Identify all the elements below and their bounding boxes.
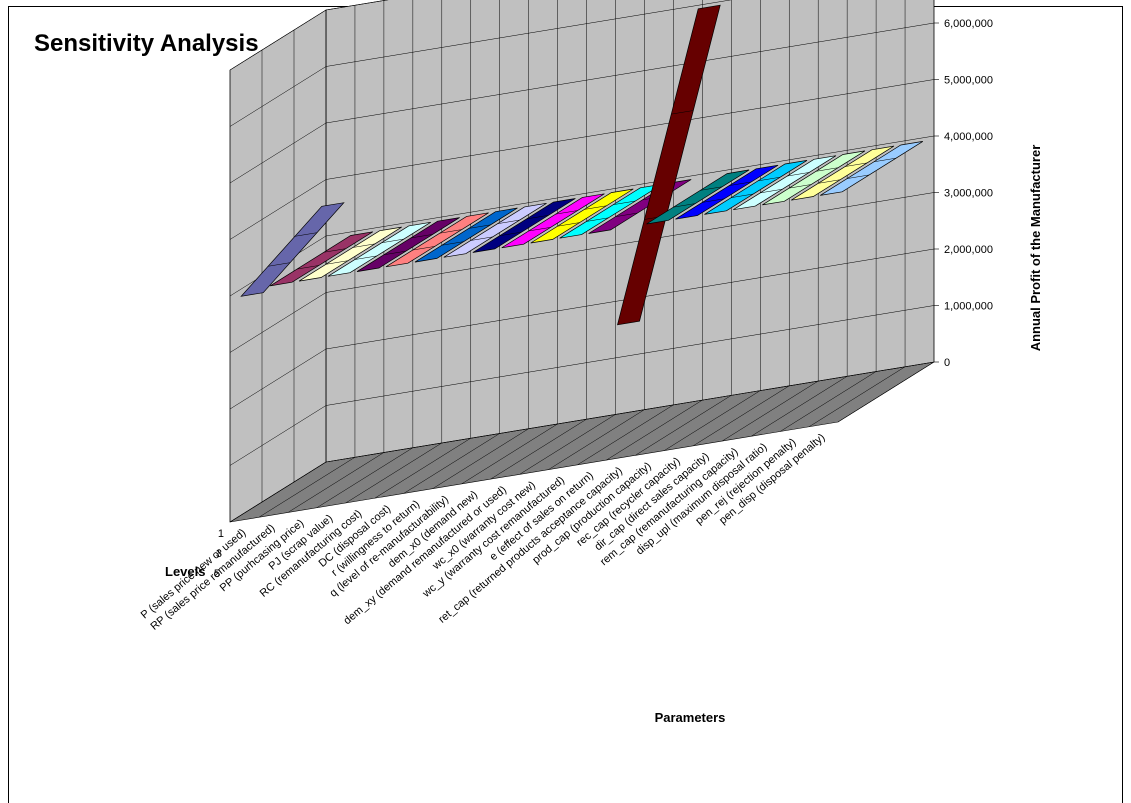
ribbon-level-divider	[789, 184, 812, 189]
ribbon-level-divider	[528, 227, 551, 232]
series-ribbon	[414, 207, 518, 263]
y-tick-labels: 0 1,000,000 2,000,000 3,000,000 4,000,000 5,0…	[944, 18, 993, 369]
ribbon-level-divider	[847, 174, 870, 179]
floor-gridline	[693, 385, 790, 447]
level-tick-label: 3	[216, 548, 222, 560]
ribbon-level-divider	[702, 198, 725, 203]
ribbon-level-divider	[873, 157, 897, 163]
y-tick-label: 1,000,000	[944, 301, 993, 313]
ribbon-level-divider	[758, 176, 781, 182]
series-ribbon	[704, 160, 808, 215]
y-tick-label: 2,000,000	[944, 244, 993, 256]
y-tick-label: 6,000,000	[944, 18, 993, 30]
ribbon-level-divider	[671, 110, 694, 115]
chart-title: Sensitivity Analysis	[34, 30, 259, 57]
ribbon-level-divider	[323, 248, 346, 253]
floor-gridline	[229, 461, 327, 523]
floor-gridline	[345, 442, 442, 504]
y-tick-label: 0	[944, 357, 950, 369]
ribbon-level-divider	[729, 181, 752, 186]
series-ribbon	[762, 150, 866, 206]
floor-gridline	[837, 361, 935, 423]
chart-gridlines	[229, 0, 939, 523]
floor-gridline	[779, 371, 877, 432]
ribbon-level-divider	[499, 231, 522, 236]
floor-gridline	[461, 423, 558, 485]
ribbon-level-divider	[381, 238, 404, 243]
floor-gridline	[606, 399, 703, 461]
ribbon-level-divider	[731, 193, 754, 198]
floor-gridline	[316, 447, 413, 508]
ribbon-level-divider	[354, 255, 377, 260]
ribbon-level-divider	[700, 186, 723, 191]
ribbon-level-divider	[816, 167, 839, 172]
ribbon-level-divider	[787, 172, 810, 177]
ribbon-level-divider	[383, 250, 406, 256]
x-tick-label: pen_rej (rejection penalty)	[693, 436, 798, 527]
ribbon-level-divider	[352, 243, 375, 248]
floor-gridline	[577, 404, 674, 466]
floor-gridline	[635, 395, 732, 456]
floor-gridline	[287, 452, 385, 513]
ribbon-level-divider	[470, 236, 493, 241]
ribbon-level-divider	[555, 210, 578, 215]
ribbon-level-divider	[410, 234, 433, 239]
ribbon-level-divider	[325, 260, 348, 265]
ribbon-level-divider	[586, 217, 609, 222]
floor-gridline	[722, 380, 819, 442]
series-ribbon	[733, 155, 837, 211]
series-ribbon	[791, 145, 895, 201]
ribbon-level-divider	[267, 262, 291, 267]
ribbon-level-divider	[613, 200, 636, 205]
ribbon-level-divider	[497, 219, 520, 224]
ribbon-level-divider	[439, 229, 462, 234]
ribbon-level-divider	[584, 205, 607, 210]
ribbon-level-divider	[296, 265, 320, 270]
floor-gridline	[490, 418, 587, 480]
floor-gridline	[258, 457, 356, 518]
y-tick-label: 4,000,000	[944, 131, 993, 143]
level-tick-labels: 1 3 5	[214, 528, 224, 580]
level-axis-title: Levels	[165, 564, 205, 579]
series-ribbon	[269, 231, 373, 287]
ribbon-level-divider	[441, 241, 464, 246]
ribbon-level-divider	[760, 189, 783, 194]
ribbon-level-divider	[557, 222, 580, 227]
ribbon-level-divider	[412, 246, 435, 251]
level-tick-label: 1	[218, 528, 224, 540]
ribbon-level-divider	[526, 215, 549, 220]
series-ribbon	[820, 141, 923, 196]
floor-gridline	[548, 409, 645, 470]
ribbon-level-divider	[673, 203, 696, 208]
ribbon-level-divider	[818, 179, 841, 184]
floor-gridline	[751, 376, 848, 437]
series-ribbon	[530, 188, 634, 244]
level-tick-label: 5	[214, 568, 220, 580]
floor-gridline	[808, 366, 906, 427]
floor-gridline	[432, 428, 529, 489]
ribbon-level-divider	[844, 162, 868, 167]
series-ribbon	[646, 169, 750, 225]
y-axis-title: Annual Profit of the Manufacturer	[1028, 145, 1043, 352]
x-axis-title: Parameters	[655, 710, 726, 725]
ribbon-level-divider	[468, 224, 491, 229]
floor-gridline	[519, 414, 616, 475]
floor-gridline	[664, 390, 761, 451]
data-ribbons	[240, 4, 923, 326]
y-tick-label: 3,000,000	[944, 188, 993, 200]
x-tick-label: dem_xy (demand remanufactured or used)	[341, 484, 508, 627]
ribbon-level-divider	[615, 212, 638, 217]
floor-gridline	[403, 433, 500, 494]
ribbon-level-divider	[294, 232, 317, 237]
y-tick-label: 5,000,000	[944, 75, 993, 87]
floor-gridline	[374, 437, 471, 499]
